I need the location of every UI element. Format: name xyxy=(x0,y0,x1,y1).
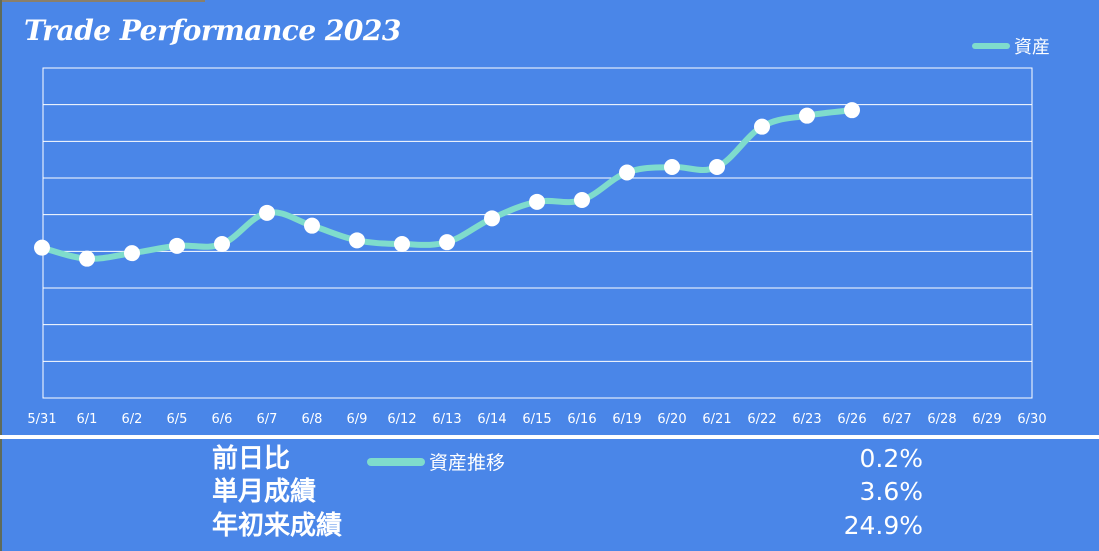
line-chart: 5/31 6/1 6/2 6/5 6/6 6/7 6/8 6/9 6/12 6/13 6/14 6/1… xyxy=(27,67,1047,427)
data-point xyxy=(79,250,95,267)
data-point xyxy=(709,159,725,175)
summary-stats: 前日比 0.2% 単月成績 3.6% 年初来成績 24.9% xyxy=(0,440,1099,551)
legend-swatch xyxy=(972,43,1010,49)
x-tick-label: 6/8 xyxy=(302,412,323,427)
data-point xyxy=(304,217,320,234)
x-tick-label: 6/1 xyxy=(77,412,98,427)
x-tick-label: 6/2 xyxy=(122,412,143,427)
stat-value-daily: 0.2% xyxy=(859,444,923,473)
x-tick-label: 6/28 xyxy=(927,412,956,427)
section-divider xyxy=(0,435,1099,439)
data-point xyxy=(259,204,275,221)
x-tick-label: 6/30 xyxy=(1017,412,1046,427)
x-tick-label: 6/27 xyxy=(882,412,911,427)
frame-top-edge xyxy=(0,0,205,2)
x-tick-label: 6/19 xyxy=(612,412,641,427)
data-point xyxy=(394,236,410,252)
data-point xyxy=(124,245,140,262)
x-tick-label: 6/26 xyxy=(837,412,866,427)
x-tick-label: 6/14 xyxy=(477,412,506,427)
x-tick-label: 6/7 xyxy=(257,412,278,427)
summary-legend-label: 資産推移 xyxy=(429,452,506,474)
stat-label-ytd: 年初来成績 xyxy=(212,511,343,541)
x-tick-label: 6/15 xyxy=(522,412,551,427)
data-point xyxy=(34,239,50,256)
plot-frame xyxy=(42,67,1033,399)
chart-title: Trade Performance 2023 xyxy=(24,14,401,47)
stat-label-monthly: 単月成績 xyxy=(212,477,317,507)
x-tick-label: 6/21 xyxy=(702,412,731,427)
data-point xyxy=(799,107,815,124)
x-tick-label: 6/16 xyxy=(567,412,596,427)
data-point xyxy=(439,234,455,251)
data-point xyxy=(754,118,770,135)
stat-value-ytd: 24.9% xyxy=(843,511,923,540)
x-tick-label: 6/9 xyxy=(347,412,368,427)
data-point xyxy=(529,193,545,210)
x-tick-label: 6/13 xyxy=(432,412,461,427)
x-tick-label: 6/20 xyxy=(657,412,686,427)
x-tick-label: 6/29 xyxy=(972,412,1001,427)
x-tick-label: 6/6 xyxy=(212,412,233,427)
data-point xyxy=(844,102,860,119)
x-tick-label: 6/23 xyxy=(792,412,821,427)
data-point xyxy=(349,232,365,249)
data-point xyxy=(574,192,590,208)
data-point xyxy=(664,159,680,175)
stat-label-daily: 前日比 xyxy=(212,444,291,474)
data-point xyxy=(484,210,500,227)
data-point xyxy=(619,164,635,181)
x-tick-label: 6/22 xyxy=(747,412,776,427)
x-tick-label: 6/5 xyxy=(167,412,188,427)
data-point xyxy=(169,237,185,254)
data-point xyxy=(214,236,230,252)
legend-label: 資産 xyxy=(1014,37,1050,58)
summary-legend: 資産推移 xyxy=(367,448,505,475)
x-tick-label: 5/31 xyxy=(27,412,56,427)
summary-legend-swatch xyxy=(367,457,425,466)
chart-legend[interactable]: 資産 xyxy=(972,33,1050,59)
stat-value-monthly: 3.6% xyxy=(859,477,923,506)
frame-left-edge xyxy=(0,0,2,551)
x-tick-label: 6/12 xyxy=(387,412,416,427)
